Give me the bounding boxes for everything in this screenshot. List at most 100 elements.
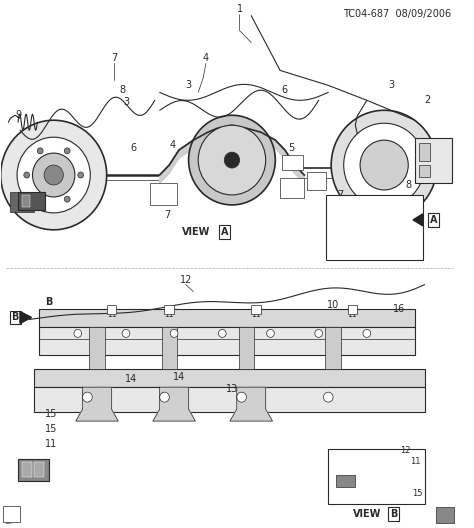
Polygon shape [76, 387, 118, 421]
Circle shape [189, 115, 275, 205]
Text: 1: 1 [237, 4, 243, 14]
Text: 11: 11 [45, 439, 57, 449]
Polygon shape [20, 312, 32, 324]
Text: 10: 10 [327, 299, 339, 309]
Bar [419, 165, 430, 177]
Circle shape [37, 148, 43, 154]
Bar [327, 195, 423, 260]
Text: 12: 12 [180, 275, 192, 285]
Text: 12: 12 [400, 447, 410, 456]
Bar [415, 138, 452, 183]
Text: 11: 11 [164, 310, 174, 319]
Circle shape [24, 172, 29, 178]
Text: VIEW: VIEW [182, 227, 211, 237]
Bar [22, 462, 32, 477]
Bar [326, 327, 341, 369]
Text: 11: 11 [251, 310, 261, 319]
Bar [282, 155, 303, 170]
Text: 6: 6 [281, 86, 287, 96]
Polygon shape [160, 125, 304, 183]
Text: 9: 9 [15, 110, 21, 120]
Text: 14: 14 [173, 372, 185, 382]
Circle shape [344, 123, 425, 207]
Bar [150, 183, 177, 205]
Text: B: B [11, 313, 19, 323]
Text: A: A [429, 215, 437, 225]
Polygon shape [413, 214, 423, 226]
Text: 11: 11 [347, 310, 357, 319]
Bar [328, 449, 425, 504]
Text: 15: 15 [45, 424, 57, 434]
Bar [10, 192, 35, 212]
Text: 15: 15 [45, 409, 57, 419]
Bar [39, 309, 415, 327]
Text: 3: 3 [388, 80, 394, 90]
Circle shape [33, 153, 75, 197]
Text: 6: 6 [131, 143, 137, 153]
Text: 7: 7 [164, 210, 171, 220]
Bar [251, 305, 261, 315]
Bar [18, 459, 49, 481]
Bar [22, 195, 29, 207]
Text: B: B [16, 199, 20, 205]
Text: TC04-687  08/09/2006: TC04-687 08/09/2006 [343, 8, 451, 18]
Text: 11: 11 [410, 457, 420, 466]
Text: A: A [220, 227, 228, 237]
Bar [336, 475, 356, 487]
Text: 3: 3 [123, 97, 129, 107]
Text: 4: 4 [203, 53, 209, 63]
Circle shape [363, 329, 371, 337]
Text: 14: 14 [125, 374, 137, 384]
Circle shape [0, 120, 107, 230]
Circle shape [17, 137, 91, 213]
Circle shape [170, 329, 178, 337]
Circle shape [267, 329, 274, 337]
Text: 15: 15 [412, 489, 422, 498]
Text: 5: 5 [289, 143, 295, 153]
Circle shape [37, 196, 43, 202]
Circle shape [224, 152, 240, 168]
Bar [307, 172, 327, 190]
Bar [35, 369, 425, 387]
Circle shape [323, 392, 333, 402]
Bar [107, 305, 116, 315]
Circle shape [44, 165, 64, 185]
Text: 4: 4 [169, 140, 175, 150]
Bar [3, 506, 20, 522]
Circle shape [160, 392, 169, 402]
Circle shape [64, 196, 70, 202]
Bar [347, 305, 357, 315]
Bar [35, 387, 425, 412]
Text: 7: 7 [111, 53, 118, 63]
Circle shape [237, 392, 246, 402]
Bar [164, 305, 174, 315]
Bar [35, 462, 44, 477]
Bar [89, 327, 105, 369]
Text: 3: 3 [185, 80, 191, 90]
Bar [280, 178, 304, 198]
Bar [436, 507, 454, 523]
Text: 13: 13 [226, 384, 238, 394]
Text: 7: 7 [337, 190, 343, 200]
Circle shape [122, 329, 130, 337]
Text: B: B [390, 508, 398, 518]
Circle shape [360, 140, 408, 190]
Circle shape [198, 125, 265, 195]
Circle shape [315, 329, 322, 337]
Text: VIEW: VIEW [353, 508, 381, 518]
Circle shape [219, 329, 226, 337]
Circle shape [331, 110, 437, 220]
Text: 8: 8 [405, 180, 411, 190]
Circle shape [82, 392, 92, 402]
Text: 8: 8 [119, 86, 125, 96]
Text: B: B [45, 297, 53, 307]
Bar [239, 327, 254, 369]
Bar [162, 327, 177, 369]
Circle shape [64, 148, 70, 154]
Polygon shape [230, 387, 273, 421]
Circle shape [74, 329, 82, 337]
Polygon shape [153, 387, 195, 421]
Bar [419, 143, 430, 161]
Bar [18, 192, 45, 210]
Bar [39, 327, 415, 355]
